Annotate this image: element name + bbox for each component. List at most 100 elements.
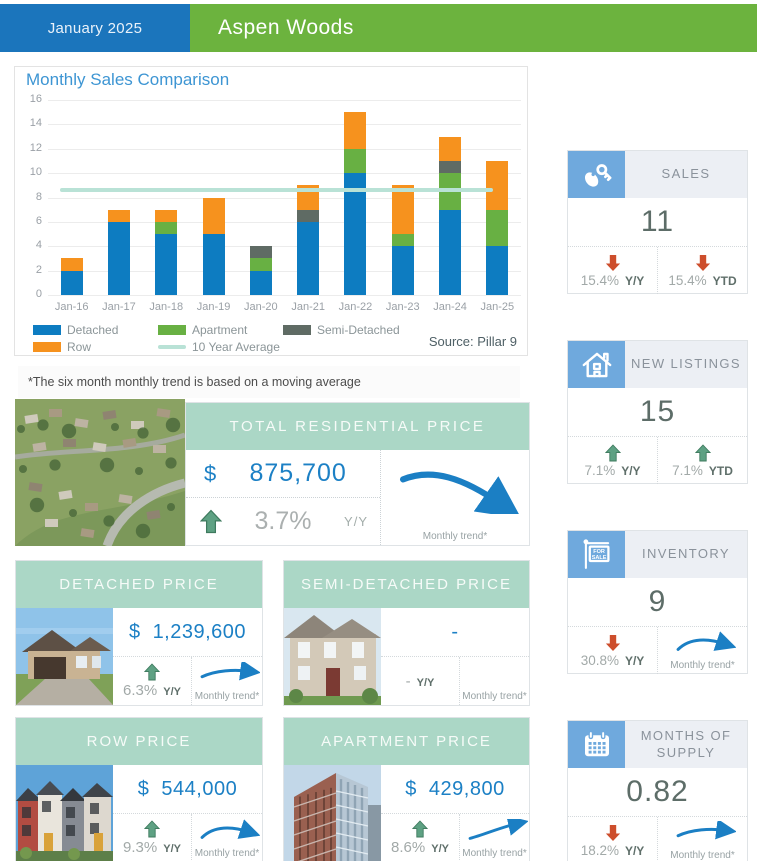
y-axis-tick-label: 4	[35, 239, 42, 252]
bar-segment-apartment	[155, 221, 178, 235]
gridline	[48, 148, 521, 150]
gridline	[48, 100, 521, 101]
detached-price-value: 1,239,600	[152, 620, 247, 643]
yoy-change-value: 6.3%	[123, 682, 158, 699]
legend-swatch	[158, 344, 186, 349]
stat-card-title: INVENTORY	[625, 531, 747, 578]
x-axis-tick-label: Jan-21	[291, 301, 325, 313]
price-card-header: APARTMENT PRICE	[284, 718, 529, 765]
gridline	[48, 246, 521, 248]
monthly-trend-label: Monthly trend*	[422, 531, 488, 542]
x-axis-tick-label: Jan-22	[338, 301, 373, 313]
bar-segment-apartment	[344, 148, 367, 174]
yoy-change-value: -	[405, 673, 411, 690]
ten-year-average-line	[60, 188, 493, 193]
currency-symbol: $	[137, 777, 150, 800]
legend-item: Semi-Detached	[283, 323, 400, 337]
x-axis-tick-label: Jan-20	[244, 301, 278, 313]
monthly-trend-arrow	[462, 814, 529, 848]
ytd-change-value: 7.1%	[672, 462, 703, 478]
new-listings-card: NEW LISTINGS 15 7.1% Y/Y 7.1% YTD	[567, 340, 748, 484]
gridline	[48, 173, 521, 175]
down-arrow-icon	[605, 824, 621, 842]
legend-item: Row	[33, 340, 158, 354]
legend-swatch	[33, 324, 61, 335]
x-axis-tick-label: Jan-25	[480, 301, 515, 313]
yoy-label: Y/Y	[624, 653, 645, 668]
ytd-change-value: 15.4%	[668, 272, 707, 288]
monthly-trend-label: Monthly trend*	[194, 691, 260, 702]
bar-segment-row	[344, 112, 367, 149]
up-arrow-icon	[144, 663, 160, 681]
inventory-card: FOR SALE INVENTORY 9 30.8% Y/Y Monthly tr…	[567, 530, 748, 674]
currency-symbol: $	[204, 460, 217, 486]
legend-item: Apartment	[158, 323, 283, 337]
monthly-trend-label: Monthly trend*	[194, 848, 260, 859]
report-month: January 2025	[0, 4, 190, 52]
stat-card-title: NEW LISTINGS	[625, 341, 747, 388]
chart-legend: Detached Apartment Semi-Detached Row 10 Year…	[33, 321, 521, 355]
semi-detached-price-value: -	[451, 620, 459, 643]
detached-house-photo	[16, 608, 113, 705]
bar-segment-row	[107, 209, 130, 222]
ytd-label: YTD	[712, 273, 737, 288]
keys-icon	[568, 151, 625, 198]
community-name: Aspen Woods	[190, 4, 757, 52]
y-axis-tick-label: 16	[29, 93, 42, 105]
legend-swatch	[33, 341, 61, 352]
legend-label: Detached	[67, 322, 119, 337]
bar-segment-row	[60, 258, 83, 271]
legend-label: Row	[67, 339, 92, 354]
bar-segment-detached	[391, 246, 414, 295]
yoy-change-value: 15.4%	[580, 272, 619, 288]
months-of-supply-card: MONTHS OF SUPPLY 0.82 18.2% Y/Y Monthly t…	[567, 720, 748, 861]
y-axis-tick-label: 0	[35, 288, 42, 300]
yoy-label: Y/Y	[163, 843, 181, 855]
yoy-label: Y/Y	[621, 463, 641, 478]
legend-swatch	[158, 324, 186, 335]
yoy-change-value: 7.1%	[584, 462, 616, 478]
calendar-icon	[568, 721, 625, 768]
apartment-price-value: 429,800	[428, 777, 505, 800]
aerial-neighborhood-photo	[15, 399, 185, 546]
bar-segment-semi-detached	[439, 160, 462, 174]
monthly-trend-arrow	[670, 630, 736, 660]
yoy-change-value: 9.3%	[123, 839, 158, 856]
bar-segment-detached	[107, 221, 130, 295]
yoy-change-value: 18.2%	[580, 842, 619, 858]
currency-symbol: $	[405, 777, 417, 800]
sales-card: SALES 11 15.4% Y/Y 15.4% YTD	[567, 150, 748, 294]
x-axis-tick-label: Jan-16	[54, 301, 89, 313]
x-axis-tick-label: Jan-19	[196, 301, 231, 313]
new-listings-value: 15	[639, 395, 676, 428]
up-arrow-icon	[604, 443, 621, 462]
total-residential-price-value: 875,700	[249, 459, 347, 487]
up-arrow-icon	[412, 820, 428, 838]
stat-card-title: SALES	[625, 151, 747, 198]
gridline	[48, 295, 521, 296]
bar-segment-apartment	[391, 234, 414, 247]
x-axis-tick-label: Jan-18	[149, 301, 184, 313]
stat-card-title: MONTHS OF SUPPLY	[625, 721, 747, 768]
currency-symbol: $	[128, 620, 141, 643]
sales-stacked-bar-chart: 0 2 4 6 8 10 12 14 16 Jan-16 Jan-17 Jan-18 Jan-19 Jan…	[30, 93, 521, 313]
x-axis-tick-label: Jan-23	[385, 301, 420, 313]
semi-detached-house-photo	[284, 608, 381, 705]
row-price-value: 544,000	[161, 777, 238, 800]
bar-segment-row	[155, 209, 178, 222]
yoy-label: Y/Y	[416, 677, 435, 689]
y-axis-tick-label: 2	[35, 263, 42, 276]
legend-item: Detached	[33, 323, 158, 337]
down-arrow-icon	[695, 254, 711, 272]
sales-value: 11	[640, 205, 675, 238]
y-axis-tick-label: 8	[35, 190, 42, 203]
bar-segment-detached	[249, 270, 272, 295]
bar-segment-detached	[297, 221, 320, 295]
yoy-label: Y/Y	[344, 514, 368, 529]
svg-text:FOR: FOR	[593, 549, 605, 555]
legend-label: Apartment	[192, 322, 248, 337]
gridline	[48, 124, 521, 126]
total-residential-price-card: TOTAL RESIDENTIAL PRICE $ 875,700 3.7% Y…	[185, 402, 530, 546]
bar-segment-semi-detached	[249, 246, 272, 259]
